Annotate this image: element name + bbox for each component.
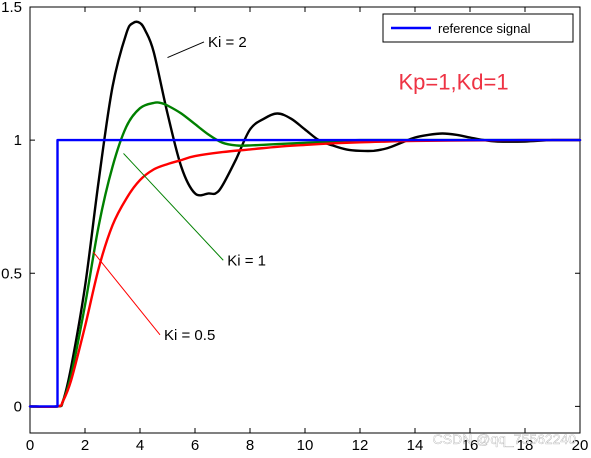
data-series	[28, 20, 582, 408]
annotation-label: Ki = 0.5	[164, 327, 215, 344]
x-tick-label: 6	[191, 437, 199, 454]
y-tick-label: 0.5	[1, 265, 22, 282]
y-tick-label: 1.5	[1, 0, 22, 16]
plot-area-frame	[29, 6, 581, 434]
annotation-leader-line	[167, 41, 205, 59]
legend-entry-label: reference signal	[438, 21, 531, 36]
params-label: Kp=1,Kd=1	[399, 70, 509, 95]
series-line-reference-signal	[28, 138, 582, 408]
annotation-label: Ki = 1	[227, 252, 266, 269]
x-tick-label: 0	[26, 437, 34, 454]
annotation-leader-line	[92, 251, 161, 336]
x-tick-label: 8	[246, 437, 254, 454]
series-annotations: Ki = 2 Ki = 1 Ki = 0.5	[92, 34, 266, 344]
x-tick-label: 10	[297, 437, 314, 454]
x-tick-label: 12	[352, 437, 369, 454]
annotation-label: Ki = 2	[208, 34, 247, 51]
series-line-ki-0-5	[28, 138, 582, 408]
x-tick-label: 18	[517, 437, 534, 454]
y-tick-label: 0	[14, 398, 22, 415]
series-line-ki-2	[28, 20, 582, 408]
legend: reference signal	[382, 13, 574, 43]
x-tick-label: 20	[572, 437, 589, 454]
x-tick-label: 2	[81, 437, 89, 454]
x-tick-label: 16	[462, 437, 479, 454]
x-tick-label: 4	[136, 437, 144, 454]
annotation-leader-line	[123, 153, 224, 261]
watermark-text: CSDN @qq_75562240	[433, 431, 577, 447]
y-tick-label: 1	[14, 132, 22, 149]
x-tick-label: 14	[407, 437, 424, 454]
